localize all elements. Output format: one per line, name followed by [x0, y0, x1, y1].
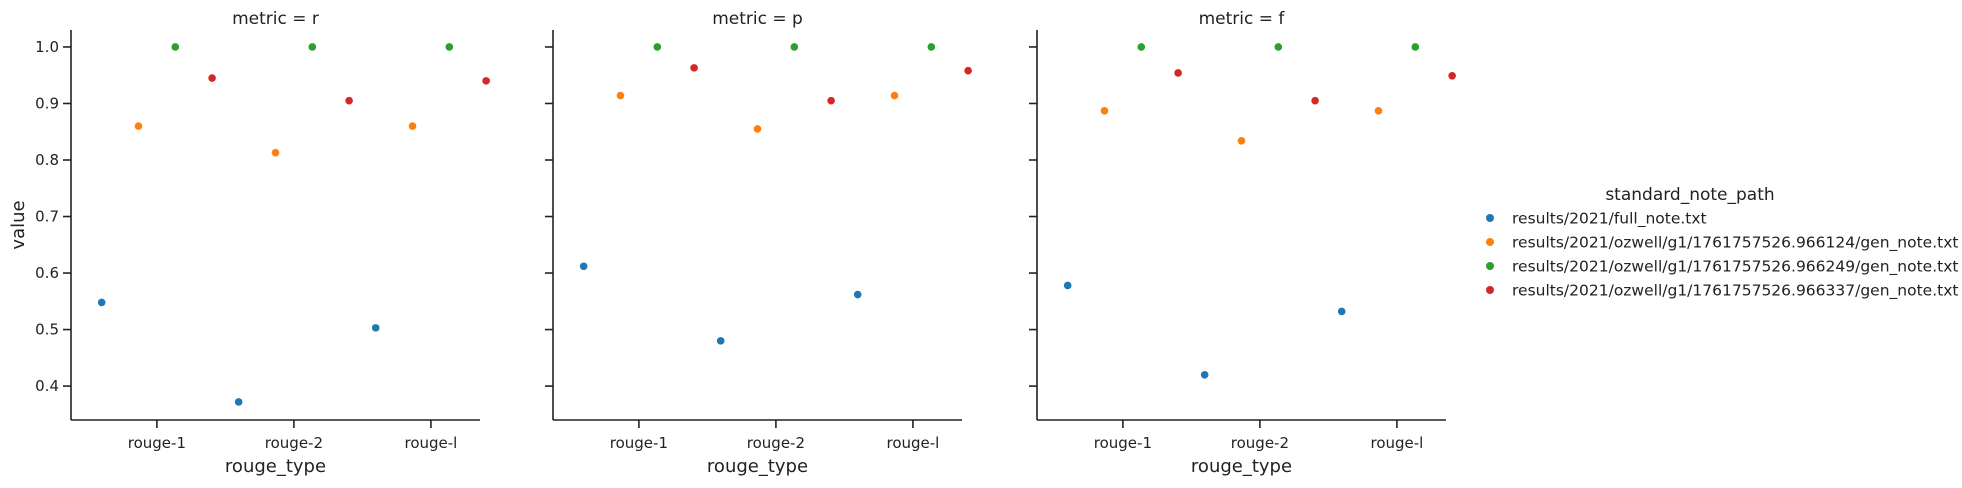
data-point-series-2	[1237, 136, 1246, 145]
legend: standard_note_path results/2021/full_note…	[1486, 185, 1958, 301]
legend-label: results/2021/full_note.txt	[1512, 210, 1707, 229]
x-tick-label: rouge-2	[1231, 434, 1289, 452]
data-point-series-1	[97, 298, 106, 307]
facet-panel-1: metric = r 0.4 0.5 0.6 0.7 0.8 0.9 1.0 rouge-1 ro…	[35, 9, 490, 477]
data-point-series-4	[1174, 69, 1182, 77]
panel-title: metric = p	[712, 9, 803, 29]
legend-marker	[1486, 286, 1494, 294]
y-tick-label: 0.5	[35, 321, 59, 339]
legend-marker	[1486, 262, 1494, 270]
x-tick-label: rouge-2	[747, 434, 805, 452]
data-point-series-4	[208, 74, 216, 82]
x-tick-label: rouge-2	[265, 434, 323, 452]
data-point-series-4	[964, 66, 972, 75]
data-point-series-4	[482, 77, 490, 85]
data-point-series-4	[690, 64, 698, 72]
data-point-series-3	[1274, 43, 1283, 51]
data-point-series-1	[579, 262, 588, 271]
y-tick-label: 0.4	[35, 377, 59, 395]
data-point-series-3	[171, 43, 180, 51]
x-tick-label: rouge-1	[128, 434, 186, 452]
legend-label: results/2021/ozwell/g1/1761757526.966124…	[1512, 234, 1958, 253]
facet-panel-3: metric = f rouge-1 rouge-2 rouge-l rouge_typ…	[1029, 9, 1456, 477]
data-point-series-2	[1374, 107, 1383, 115]
data-point-series-3	[1411, 43, 1420, 51]
data-point-series-1	[1337, 307, 1346, 316]
panel-title: metric = r	[232, 9, 319, 29]
data-point-series-3	[445, 43, 454, 51]
legend-label: results/2021/ozwell/g1/1761757526.966249…	[1512, 258, 1958, 277]
y-tick-label: 0.6	[35, 264, 59, 282]
y-tick-label: 0.7	[35, 208, 59, 226]
x-tick-label: rouge-1	[1094, 434, 1152, 452]
data-point-series-3	[790, 43, 799, 51]
data-point-series-1	[371, 324, 380, 332]
data-point-series-2	[753, 125, 762, 133]
x-tick-label: rouge-1	[610, 434, 668, 452]
y-tick-label: 0.8	[35, 151, 59, 169]
panel-title: metric = f	[1199, 9, 1286, 29]
y-tick-label: 1.0	[35, 38, 59, 56]
data-point-series-2	[890, 91, 899, 100]
data-point-series-1	[234, 398, 243, 406]
data-point-series-4	[1448, 71, 1456, 80]
facet-panel-2: metric = p rouge-1 rouge-2 rouge-l rouge_typ…	[545, 9, 972, 477]
data-point-series-1	[716, 337, 725, 345]
legend-label: results/2021/ozwell/g1/1761757526.966337…	[1512, 282, 1958, 301]
y-tick-label: 0.9	[35, 94, 59, 112]
data-point-series-3	[308, 43, 317, 51]
data-point-series-3	[1137, 43, 1146, 51]
legend-title: standard_note_path	[1605, 185, 1774, 205]
x-axis-label: rouge_type	[225, 456, 326, 477]
data-point-series-4	[345, 96, 353, 105]
data-point-series-3	[653, 43, 662, 51]
data-point-series-1	[1200, 370, 1209, 379]
x-tick-label: rouge-l	[886, 434, 939, 452]
data-point-series-2	[271, 148, 280, 157]
y-axis-label: value	[8, 200, 29, 249]
legend-marker	[1486, 214, 1494, 222]
x-tick-label: rouge-l	[404, 434, 457, 452]
x-tick-label: rouge-l	[1370, 434, 1423, 452]
data-point-series-4	[1311, 96, 1319, 105]
x-axis-label: rouge_type	[1191, 456, 1292, 477]
data-point-series-1	[1063, 281, 1072, 290]
data-point-series-2	[134, 122, 143, 130]
data-point-series-1	[853, 290, 862, 299]
data-point-series-2	[1100, 107, 1109, 115]
x-axis-label: rouge_type	[707, 456, 808, 477]
data-point-series-3	[927, 43, 936, 51]
data-point-series-2	[616, 91, 625, 100]
data-point-series-2	[408, 122, 417, 130]
legend-marker	[1486, 238, 1494, 246]
data-point-series-4	[827, 96, 835, 105]
